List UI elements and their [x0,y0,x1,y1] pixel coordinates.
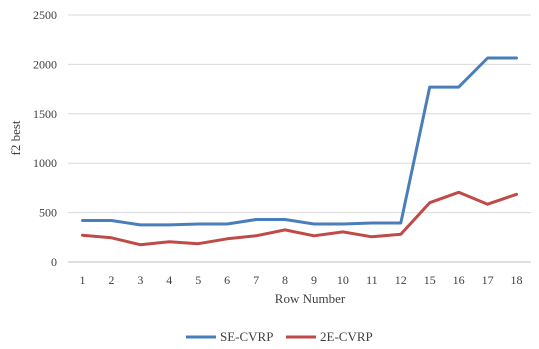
x-tick-label: 1 [79,273,85,287]
x-tick-label: 9 [311,273,317,287]
x-tick-label: 2 [108,273,114,287]
series-line-2e-cvrp [81,190,518,247]
x-tick-label: 3 [137,273,143,287]
gridlines [68,14,531,214]
legend-label: 2E-CVRP [320,329,373,344]
series-line-se-cvrp [81,56,518,227]
y-tick-label: 2000 [33,57,57,71]
x-tick-label: 10 [337,273,349,287]
x-tick-label: 11 [366,273,378,287]
y-axis-label: f2 best [8,120,23,155]
series-lines [81,56,518,247]
y-tick-label: 1500 [33,107,57,121]
y-tick-labels: 0 500 1000 1500 2000 2500 [33,8,57,269]
y-tick-label: 500 [39,206,57,220]
x-tick-label: 4 [166,273,172,287]
legend-label: SE-CVRP [220,329,273,344]
x-tick-label: 12 [395,273,407,287]
x-axis-label: Row Number [275,291,346,306]
x-tick-label: 18 [511,273,523,287]
y-tick-label: 1000 [33,156,57,170]
legend: SE-CVRP 2E-CVRP [186,329,373,344]
x-tick-label: 6 [224,273,230,287]
x-tick-label: 16 [453,273,465,287]
x-tick-label: 5 [195,273,201,287]
y-tick-label: 0 [51,255,57,269]
x-tick-label: 7 [253,273,259,287]
x-tick-label: 17 [482,273,494,287]
y-tick-label: 2500 [33,8,57,22]
x-tick-labels: 1 2 3 4 5 6 7 8 9 10 11 12 15 16 17 18 [79,273,522,287]
x-tick-label: 15 [424,273,436,287]
x-tick-label: 8 [282,273,288,287]
